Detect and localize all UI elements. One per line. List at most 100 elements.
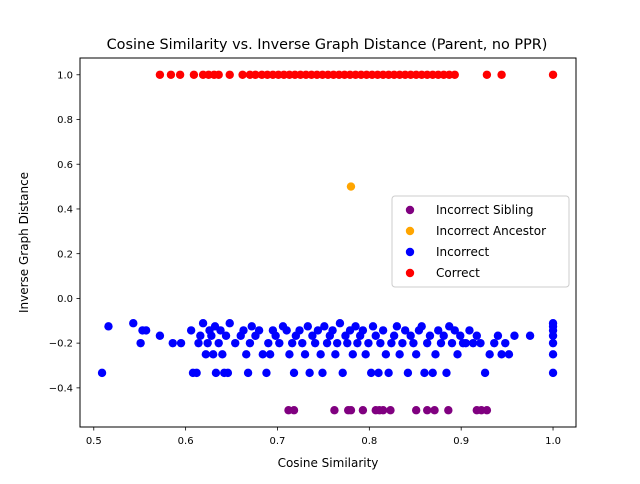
data-point <box>465 326 474 335</box>
data-point <box>238 70 247 79</box>
data-point <box>497 70 506 79</box>
data-point <box>285 350 294 359</box>
x-axis: 0.5 0.6 0.7 0.8 0.9 1.0 <box>86 427 561 447</box>
data-point <box>389 331 399 340</box>
data-point <box>348 350 357 359</box>
data-point <box>242 350 251 359</box>
data-point <box>343 338 352 348</box>
data-point <box>175 70 185 79</box>
data-point <box>425 331 435 340</box>
data-point <box>223 368 233 378</box>
data-point <box>265 350 275 359</box>
legend-label: Incorrect Ancestor <box>436 224 546 238</box>
data-point <box>423 406 432 415</box>
data-point <box>331 350 340 359</box>
data-point <box>490 338 499 348</box>
data-point <box>431 350 440 359</box>
data-point <box>456 331 465 340</box>
series-2-points <box>97 319 558 378</box>
data-point <box>468 338 478 348</box>
data-point <box>225 70 234 79</box>
data-point <box>351 322 360 331</box>
y-tick-label: 1.0 <box>57 70 73 81</box>
legend-box <box>391 195 570 288</box>
data-point <box>214 70 223 79</box>
data-point <box>548 70 558 79</box>
legend-marker <box>405 247 415 257</box>
data-point <box>447 338 457 348</box>
data-point <box>141 326 151 335</box>
data-point <box>282 326 291 335</box>
data-point <box>136 338 145 348</box>
data-point <box>243 368 253 378</box>
data-point <box>155 70 165 79</box>
data-point <box>262 368 271 378</box>
data-point <box>366 368 376 378</box>
data-point <box>398 338 407 348</box>
data-point <box>476 338 485 348</box>
y-tick-label: 0.0 <box>57 294 73 305</box>
data-points <box>97 70 558 415</box>
data-point <box>247 322 256 331</box>
plot-area <box>79 57 577 428</box>
data-point <box>313 326 323 335</box>
data-point <box>335 319 345 328</box>
y-tick-label: −0.4 <box>49 383 73 394</box>
data-point <box>371 331 380 340</box>
data-point <box>300 350 310 359</box>
data-point <box>198 319 208 328</box>
x-axis-label: Cosine Similarity <box>278 456 379 470</box>
data-point <box>295 326 304 335</box>
data-point <box>208 350 218 359</box>
data-point <box>472 331 481 340</box>
data-point <box>450 70 459 79</box>
data-point <box>548 338 558 348</box>
data-point <box>548 331 558 340</box>
legend-marker <box>405 268 415 278</box>
data-point <box>251 70 260 79</box>
data-point <box>358 326 368 335</box>
data-point <box>364 338 373 348</box>
data-point <box>493 331 503 340</box>
data-point <box>378 406 388 415</box>
data-point <box>189 70 199 79</box>
data-point <box>411 350 421 359</box>
data-point <box>338 368 347 378</box>
data-point <box>453 350 462 359</box>
data-point <box>318 368 327 378</box>
data-point <box>129 319 138 328</box>
data-point <box>298 338 307 348</box>
data-point <box>384 368 393 378</box>
data-point <box>358 406 368 415</box>
data-point <box>104 322 113 331</box>
data-point <box>346 182 356 191</box>
data-point <box>482 70 492 79</box>
data-point <box>328 326 337 335</box>
data-point <box>207 331 216 340</box>
x-tick-label: 0.7 <box>270 436 286 447</box>
data-point <box>378 326 388 335</box>
data-point <box>510 331 519 340</box>
chart-title: Cosine Similarity vs. Inverse Graph Dist… <box>107 37 548 53</box>
data-point <box>192 368 201 378</box>
x-tick-label: 1.0 <box>545 436 561 447</box>
data-point <box>409 338 418 348</box>
data-point <box>504 350 514 359</box>
data-point <box>353 338 362 348</box>
data-point <box>392 322 402 331</box>
data-point <box>430 406 439 415</box>
data-point <box>346 406 356 415</box>
data-point <box>289 406 299 415</box>
data-point <box>287 338 297 348</box>
data-point <box>368 322 378 331</box>
data-point <box>203 338 212 348</box>
data-point <box>406 331 415 340</box>
data-point <box>166 70 176 79</box>
data-point <box>289 368 299 378</box>
data-point <box>548 368 558 378</box>
data-point <box>214 338 223 348</box>
legend: Incorrect Sibling Incorrect Ancestor Incor… <box>391 195 570 288</box>
data-point <box>482 406 492 415</box>
data-point <box>155 331 165 340</box>
y-tick-label: 0.2 <box>57 249 73 260</box>
